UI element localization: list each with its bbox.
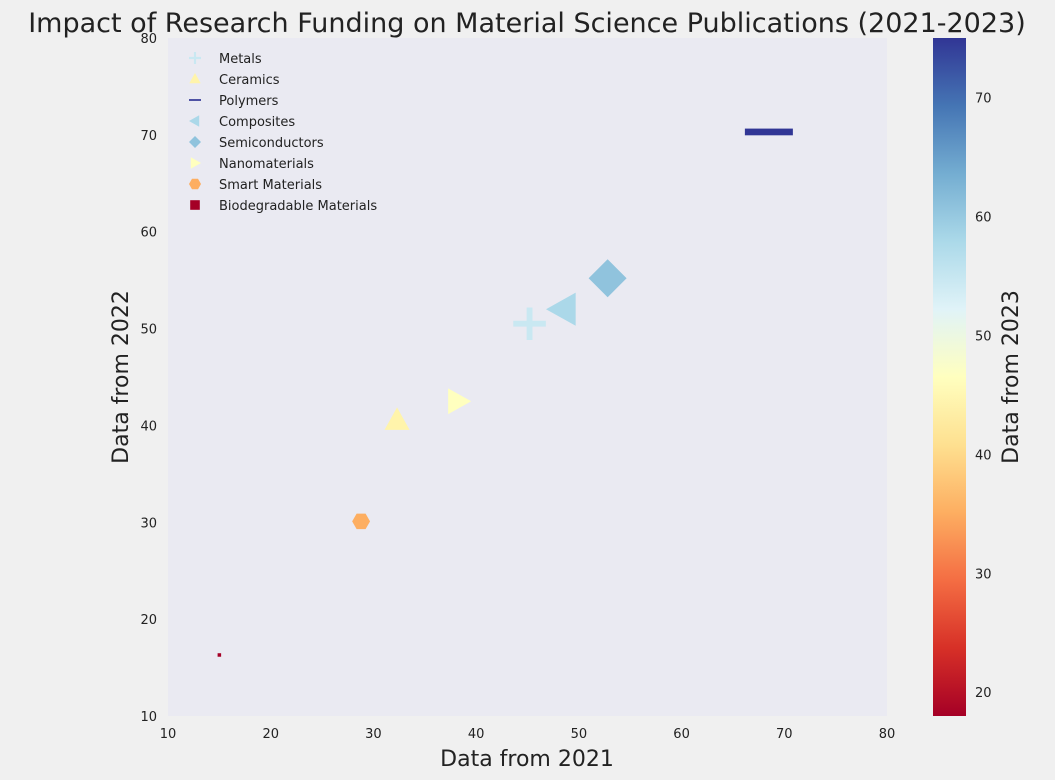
y-tick-label: 20 xyxy=(140,613,157,628)
marker-nanomaterials xyxy=(448,388,472,415)
x-tick-label: 50 xyxy=(571,727,588,742)
legend-marker xyxy=(189,99,201,101)
chart-title: Impact of Research Funding on Material S… xyxy=(28,8,1026,39)
colorbar-tick-label: 60 xyxy=(975,210,992,225)
legend-marker xyxy=(189,136,201,148)
x-tick-label: 70 xyxy=(776,727,793,742)
colorbar-tick-label: 40 xyxy=(975,448,992,463)
colorbar-tick-label: 50 xyxy=(975,329,992,344)
y-tick-label: 60 xyxy=(140,226,157,241)
y-tick-label: 10 xyxy=(140,710,157,725)
x-tick-label: 80 xyxy=(879,727,896,742)
y-tick-label: 50 xyxy=(140,323,157,338)
x-tick-label: 20 xyxy=(262,727,279,742)
y-tick-label: 30 xyxy=(140,516,157,531)
legend: Metals Ceramics Polymers Composites Semicond… xyxy=(189,52,377,214)
legend-entry-label: Metals xyxy=(219,52,262,67)
legend-marker xyxy=(189,73,201,84)
x-tick-label: 60 xyxy=(673,727,690,742)
legend-entry-label: Composites xyxy=(219,115,295,130)
y-tick-label: 70 xyxy=(140,129,157,144)
marker-composites xyxy=(546,292,576,326)
colorbar-tick-label: 70 xyxy=(975,91,992,106)
y-tick-label: 40 xyxy=(140,419,157,434)
legend-marker xyxy=(189,115,200,127)
legend-marker xyxy=(189,178,201,190)
x-tick-label: 10 xyxy=(160,727,177,742)
colorbar-label: Data from 2023 xyxy=(999,290,1024,464)
legend-entry-label: Ceramics xyxy=(219,73,280,88)
plot-area xyxy=(168,38,887,716)
legend-entry-label: Biodegradable Materials xyxy=(219,199,377,214)
legend-entry-label: Semiconductors xyxy=(219,136,324,151)
colorbar-tick-label: 20 xyxy=(975,686,992,701)
x-tick-label: 30 xyxy=(365,727,382,742)
marker-semiconductors xyxy=(588,259,627,298)
x-axis-label: Data from 2021 xyxy=(440,747,614,772)
scatter-markers xyxy=(217,128,793,657)
legend-entry-label: Nanomaterials xyxy=(219,157,314,172)
x-axis-ticks: 10 20 30 40 50 60 70 80 xyxy=(160,727,896,742)
legend-marker xyxy=(190,200,200,210)
marker-metals xyxy=(513,307,546,341)
colorbar xyxy=(933,38,966,716)
legend-marker xyxy=(189,52,201,64)
legend-entry-label: Polymers xyxy=(219,94,279,109)
marker-polymers xyxy=(744,128,793,136)
legend-entry-label: Smart Materials xyxy=(219,178,322,193)
x-tick-label: 40 xyxy=(468,727,485,742)
colorbar-ticks: 20 30 40 50 60 70 xyxy=(975,91,992,701)
marker-biodegradable-materials xyxy=(217,653,222,657)
y-axis-label: Data from 2022 xyxy=(109,290,134,464)
legend-marker xyxy=(190,157,201,169)
colorbar-tick-label: 30 xyxy=(975,567,992,582)
y-axis-ticks: 10 20 30 40 50 60 70 80 xyxy=(140,32,157,725)
marker-smart-materials xyxy=(352,513,371,530)
marker-ceramics xyxy=(384,407,410,430)
y-tick-label: 80 xyxy=(140,32,157,47)
